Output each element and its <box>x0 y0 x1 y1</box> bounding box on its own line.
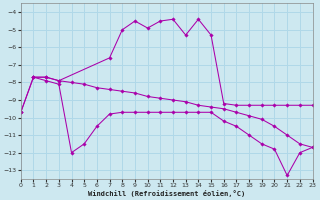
X-axis label: Windchill (Refroidissement éolien,°C): Windchill (Refroidissement éolien,°C) <box>88 190 245 197</box>
